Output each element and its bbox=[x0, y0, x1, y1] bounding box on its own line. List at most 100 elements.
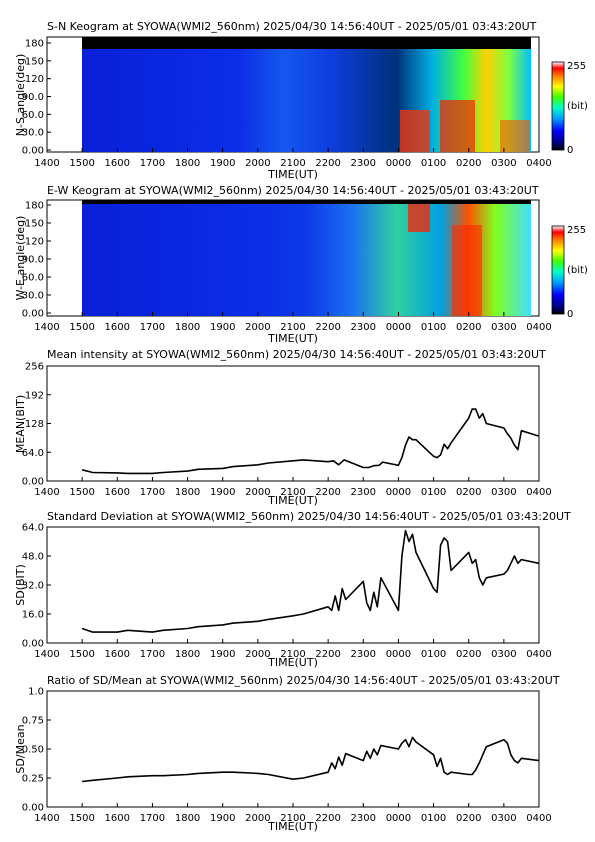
sd-chart-frame bbox=[46, 526, 540, 644]
x-tick-label: 0300 bbox=[491, 322, 516, 333]
sd-chart-title: Standard Deviation at SYOWA(WMI2_560nm) … bbox=[47, 510, 571, 523]
sn-colorbar-max: 255 bbox=[567, 61, 586, 72]
sn-keogram-aurora-patch-1 bbox=[400, 110, 430, 152]
x-tick-label: 1800 bbox=[175, 322, 200, 333]
sd-chart-xlabel: TIME(UT) bbox=[267, 656, 318, 669]
x-tick-label: 2100 bbox=[280, 158, 305, 169]
x-tick-label: 1600 bbox=[105, 813, 130, 824]
ew-keogram-daylight-band bbox=[82, 200, 531, 204]
x-tick-label: 0300 bbox=[491, 158, 516, 169]
x-tick-label: 0300 bbox=[491, 487, 516, 498]
y-tick-label: 60.0 bbox=[22, 273, 44, 284]
x-tick-label: 0400 bbox=[526, 649, 551, 660]
x-tick-label: 1400 bbox=[34, 813, 59, 824]
ratio-chart-plot: 0.00 0.25 0.50 0.75 1.0 1400 1500 1600 1700 1800 1… bbox=[22, 687, 552, 825]
x-tick-label: 1800 bbox=[175, 158, 200, 169]
sn-colorbar-min: 0 bbox=[567, 145, 573, 156]
x-tick-label: 1600 bbox=[105, 487, 130, 498]
x-tick-label: 1400 bbox=[34, 487, 59, 498]
x-tick-label: 0000 bbox=[386, 158, 411, 169]
y-tick-label: 0.00 bbox=[22, 639, 44, 650]
mean-chart-plot: 0.00 64.0 128 192 256 1400 1500 1600 1700 1800 190… bbox=[22, 362, 552, 499]
x-tick-label: 1700 bbox=[140, 649, 165, 660]
ew-keogram-aurora-patch-1 bbox=[408, 204, 430, 232]
x-tick-label: 2000 bbox=[245, 649, 270, 660]
y-tick-label: 0.25 bbox=[22, 774, 44, 785]
x-tick-label: 0000 bbox=[386, 487, 411, 498]
sn-keogram-ylabel: N-S angle(deg) bbox=[14, 54, 27, 137]
ew-keogram-panel: E-W Keogram at SYOWA(WMI2_560nm) 2025/04… bbox=[14, 184, 588, 345]
x-tick-label: 2300 bbox=[351, 158, 376, 169]
x-tick-label: 2200 bbox=[315, 487, 340, 498]
sn-keogram-aurora-patch-3 bbox=[500, 120, 530, 152]
y-tick-label: 30.0 bbox=[22, 128, 44, 139]
sd-chart-ylabel: SD(BIT) bbox=[14, 564, 27, 606]
x-tick-label: 2100 bbox=[280, 813, 305, 824]
y-tick-label: 0.75 bbox=[22, 716, 44, 727]
sn-keogram-daylight-band bbox=[82, 37, 531, 49]
y-tick-label: 90.0 bbox=[22, 92, 44, 103]
x-tick-label: 2200 bbox=[315, 813, 340, 824]
ratio-chart-ylabel: SD/Mean bbox=[14, 724, 27, 773]
x-tick-label: 2000 bbox=[245, 813, 270, 824]
sn-keogram-panel: S-N Keogram at SYOWA(WMI2_560nm) 2025/04… bbox=[14, 20, 588, 181]
x-tick-label: 1500 bbox=[69, 649, 94, 660]
y-tick-label: 120 bbox=[25, 74, 44, 85]
x-tick-label: 0100 bbox=[421, 158, 446, 169]
ew-colorbar-unit: (bit) bbox=[567, 265, 588, 276]
x-tick-label: 0400 bbox=[526, 487, 551, 498]
x-tick-label: 2000 bbox=[245, 322, 270, 333]
x-tick-label: 1500 bbox=[69, 813, 94, 824]
ew-keogram-aurora-patch-2 bbox=[452, 225, 482, 316]
sn-keogram-xlabel: TIME(UT) bbox=[267, 168, 318, 181]
mean-intensity-chart: Mean intensity at SYOWA(WMI2_560nm) 2025… bbox=[14, 348, 552, 507]
y-tick-label: 180 bbox=[25, 201, 44, 212]
x-tick-label: 0400 bbox=[526, 813, 551, 824]
sd-chart: Standard Deviation at SYOWA(WMI2_560nm) … bbox=[14, 510, 571, 669]
y-tick-label: 64.0 bbox=[22, 448, 44, 459]
x-tick-label: 1900 bbox=[210, 158, 235, 169]
sn-keogram-title: S-N Keogram at SYOWA(WMI2_560nm) 2025/04… bbox=[47, 20, 537, 33]
x-tick-label: 2100 bbox=[280, 649, 305, 660]
x-tick-label: 1500 bbox=[69, 158, 94, 169]
x-tick-label: 0200 bbox=[456, 813, 481, 824]
x-tick-label: 0200 bbox=[456, 322, 481, 333]
y-tick-label: 48.0 bbox=[22, 552, 44, 563]
sn-colorbar-unit: (bit) bbox=[567, 101, 588, 112]
x-tick-label: 1400 bbox=[34, 322, 59, 333]
sn-colorbar bbox=[551, 61, 565, 151]
ratio-chart-frame bbox=[46, 690, 540, 808]
x-tick-label: 2100 bbox=[280, 487, 305, 498]
sn-keogram-aurora-patch-2 bbox=[440, 100, 475, 152]
series-line bbox=[81, 529, 540, 633]
x-tick-label: 2300 bbox=[351, 322, 376, 333]
x-tick-label: 1400 bbox=[34, 649, 59, 660]
x-tick-label: 2300 bbox=[351, 649, 376, 660]
ew-keogram-ylabel: W-E angle(deg) bbox=[14, 216, 27, 301]
ew-keogram-title: E-W Keogram at SYOWA(WMI2_560nm) 2025/04… bbox=[47, 184, 539, 197]
y-tick-label: 0.50 bbox=[22, 745, 44, 756]
x-tick-label: 1700 bbox=[140, 322, 165, 333]
x-tick-label: 2300 bbox=[351, 813, 376, 824]
x-tick-label: 1600 bbox=[105, 322, 130, 333]
x-tick-label: 2200 bbox=[315, 158, 340, 169]
x-tick-label: 1700 bbox=[140, 158, 165, 169]
x-tick-label: 1900 bbox=[210, 813, 235, 824]
ratio-chart: Ratio of SD/Mean at SYOWA(WMI2_560nm) 20… bbox=[14, 674, 560, 833]
x-tick-label: 0400 bbox=[526, 158, 551, 169]
mean-chart-xlabel: TIME(UT) bbox=[267, 494, 318, 507]
x-tick-label: 0100 bbox=[421, 649, 446, 660]
y-tick-label: 30.0 bbox=[22, 291, 44, 302]
x-tick-label: 0300 bbox=[491, 813, 516, 824]
x-tick-label: 0200 bbox=[456, 649, 481, 660]
x-tick-label: 1900 bbox=[210, 649, 235, 660]
y-tick-label: 60.0 bbox=[22, 110, 44, 121]
y-tick-label: 90.0 bbox=[22, 255, 44, 266]
y-tick-label: 128 bbox=[25, 419, 44, 430]
x-tick-label: 1900 bbox=[210, 487, 235, 498]
mean-chart-title: Mean intensity at SYOWA(WMI2_560nm) 2025… bbox=[47, 348, 546, 361]
ew-keogram-x-axis: 1400 1500 1600 1700 1800 1900 2000 2100 2200 2300… bbox=[34, 312, 552, 333]
y-tick-label: 1.0 bbox=[28, 687, 44, 698]
x-tick-label: 1600 bbox=[105, 649, 130, 660]
y-tick-label: 0.00 bbox=[22, 309, 44, 320]
